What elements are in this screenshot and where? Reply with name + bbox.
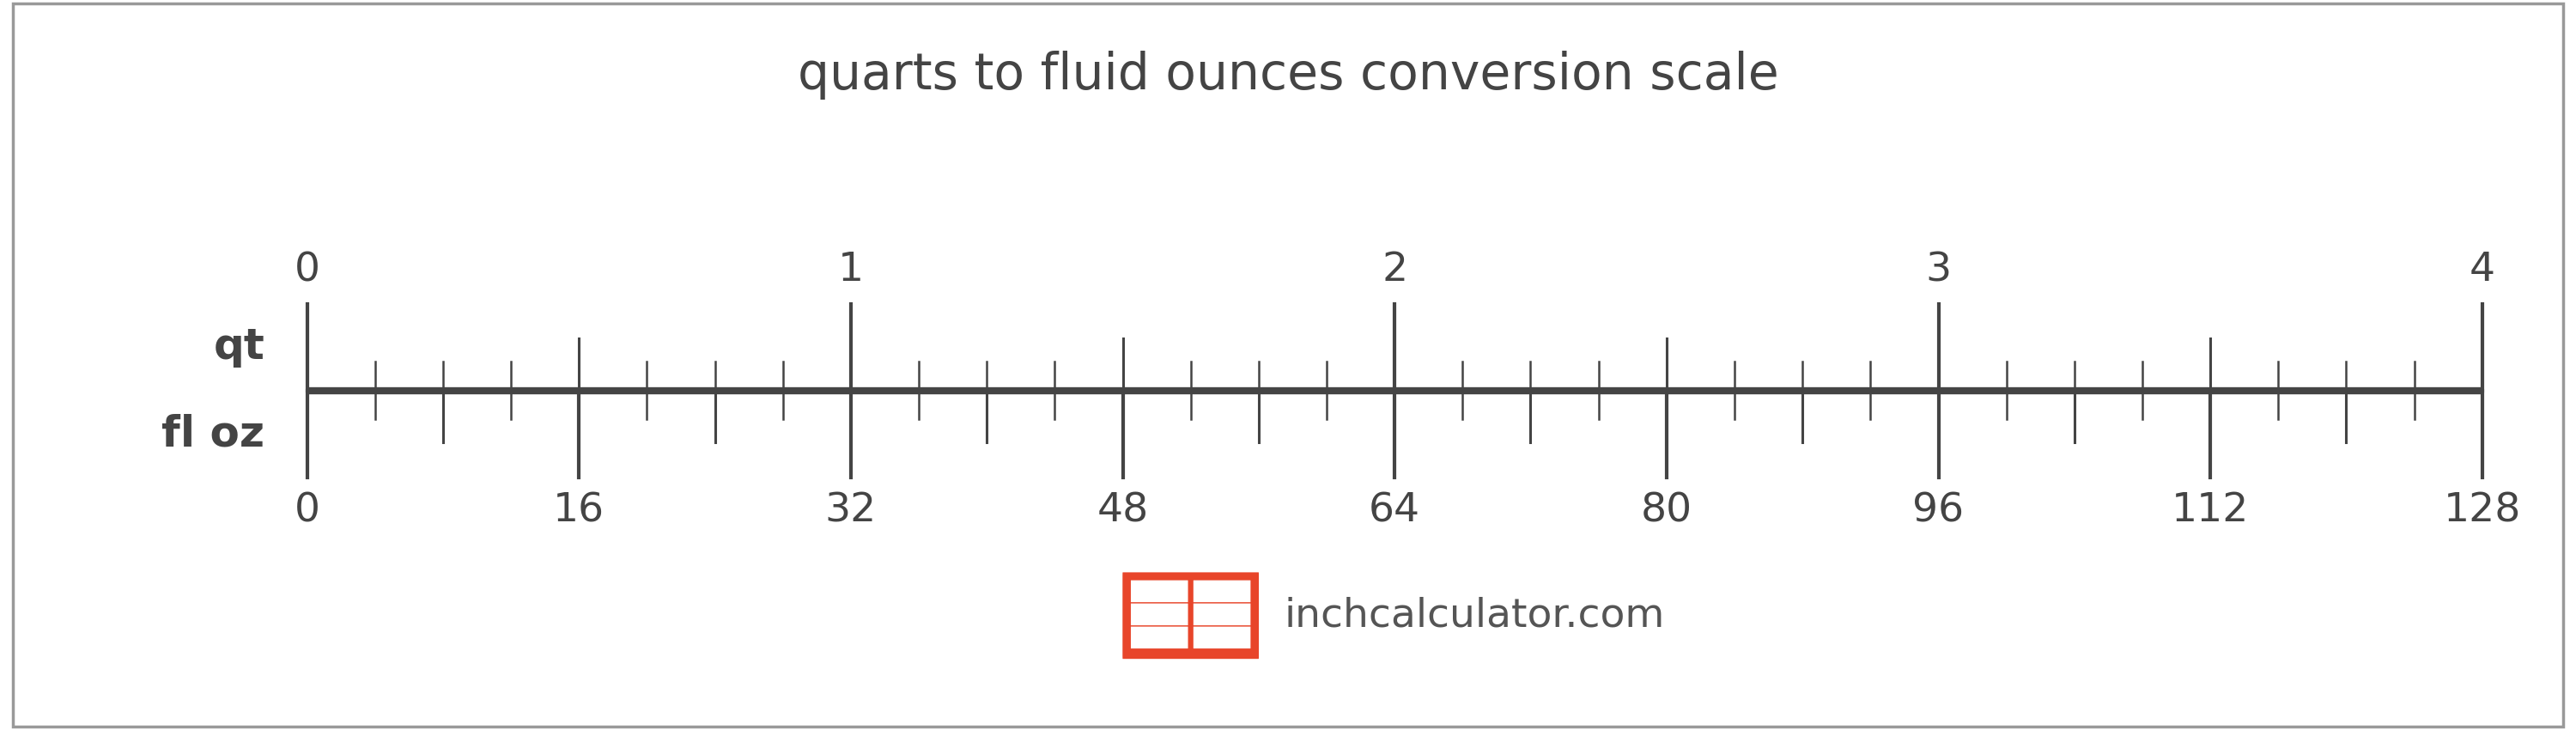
Text: quarts to fluid ounces conversion scale: quarts to fluid ounces conversion scale bbox=[799, 51, 1777, 100]
Text: inchcalculator.com: inchcalculator.com bbox=[1285, 596, 1664, 635]
Text: 80: 80 bbox=[1641, 491, 1692, 530]
FancyBboxPatch shape bbox=[1131, 604, 1188, 626]
Text: 0: 0 bbox=[294, 251, 319, 290]
Text: 2: 2 bbox=[1381, 251, 1406, 290]
FancyBboxPatch shape bbox=[1193, 580, 1249, 602]
Text: 0: 0 bbox=[294, 491, 319, 530]
FancyBboxPatch shape bbox=[1131, 626, 1188, 648]
Text: 128: 128 bbox=[2445, 491, 2522, 530]
Text: 96: 96 bbox=[1911, 491, 1965, 530]
Text: 16: 16 bbox=[554, 491, 605, 530]
Text: qt: qt bbox=[214, 326, 265, 368]
FancyBboxPatch shape bbox=[1131, 580, 1188, 602]
Text: 32: 32 bbox=[824, 491, 876, 530]
Text: 1: 1 bbox=[837, 251, 863, 290]
FancyBboxPatch shape bbox=[1193, 626, 1249, 648]
FancyBboxPatch shape bbox=[1123, 572, 1260, 659]
Text: 48: 48 bbox=[1097, 491, 1149, 530]
Text: 112: 112 bbox=[2172, 491, 2249, 530]
Text: fl oz: fl oz bbox=[162, 413, 265, 455]
Text: 64: 64 bbox=[1368, 491, 1419, 530]
Text: 3: 3 bbox=[1924, 251, 1953, 290]
FancyBboxPatch shape bbox=[1193, 604, 1249, 626]
Text: 4: 4 bbox=[2470, 251, 2496, 290]
